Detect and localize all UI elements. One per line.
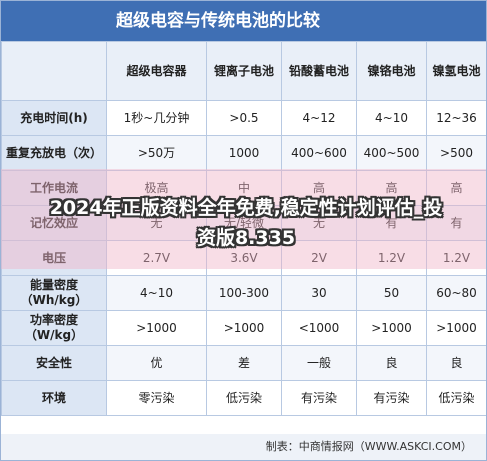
table-row: 充电时间(h) 1秒~几分钟 >0.5 4~12 4~10 12~36: [1, 100, 486, 136]
table-row: 重复充放电（次） >50万 1000 400~600 400~500 >500: [1, 135, 486, 171]
cell: 有: [356, 205, 427, 241]
cell: 50: [356, 275, 427, 311]
table-body: 充电时间(h) 1秒~几分钟 >0.5 4~12 4~10 12~36 重复充放电（次） >5…: [1, 100, 486, 416]
comparison-table: 超级电容器 锂离子电池 铅酸蓄电池 镍铬电池 镍氢电池 充电时间(h) 1秒~几分钟 >0.…: [1, 41, 486, 416]
table-row: 记忆效应无无/轻微无有有: [1, 205, 486, 241]
cell: 低污染: [426, 380, 486, 416]
cell: 高: [426, 170, 486, 206]
cell: 有污染: [356, 380, 427, 416]
row-label: 重复充放电（次）: [1, 135, 107, 171]
column-header: [1, 41, 107, 101]
cell: 中: [206, 170, 282, 206]
cell: 无/轻微: [206, 205, 282, 241]
cell: 100-300: [206, 275, 282, 311]
overlay-text: 2024年正版资料全年免费,稳定性计划评估_投资版8.335: [49, 197, 443, 249]
table-row: 能量密度（Wh/kg） 4~10 100-300 30 50 60~80: [1, 275, 486, 311]
cell: 12~36: [426, 100, 486, 136]
cell: 极高: [106, 170, 207, 206]
cell: >1000: [206, 310, 282, 346]
table-row: 环境 零污染 低污染 有污染 有污染 低污染: [1, 380, 486, 416]
row-label: 工作电流: [1, 170, 107, 206]
cell: 零污染: [106, 380, 207, 416]
row-label: 记忆效应: [1, 205, 107, 241]
cell: 1秒~几分钟: [106, 100, 207, 136]
table-row: 功率密度（W/kg） >1000 >1000 <1000 >1000 >1000: [1, 310, 486, 346]
column-header: 镍铬电池: [356, 41, 427, 101]
cell: 良: [356, 345, 427, 381]
cell: >1000: [426, 310, 486, 346]
cell: 4~10: [356, 100, 427, 136]
cell: 无: [106, 205, 207, 241]
row-label: 充电时间(h): [1, 100, 107, 136]
row-label: 功率密度（W/kg）: [1, 310, 107, 346]
overlay-band: [1, 169, 486, 269]
cell: >0.5: [206, 100, 282, 136]
column-header: 超级电容器: [106, 41, 207, 101]
cell: >1000: [356, 310, 427, 346]
cell: 400~500: [356, 135, 427, 171]
cell: 1.2V: [356, 240, 427, 276]
table-row: 工作电流 极高中高高高: [1, 170, 486, 206]
cell: 优: [106, 345, 207, 381]
cell: 有污染: [281, 380, 357, 416]
cell: 30: [281, 275, 357, 311]
header-row: 超级电容器 锂离子电池 铅酸蓄电池 镍铬电池 镍氢电池: [1, 41, 486, 101]
cell: >1000: [106, 310, 207, 346]
cell: 400~600: [281, 135, 357, 171]
cell: 高: [356, 170, 427, 206]
cell: 4~12: [281, 100, 357, 136]
footer: 制表：中商情报网（WWW.ASKCI.COM）: [1, 434, 486, 460]
column-header: 锂离子电池: [206, 41, 282, 101]
cell: 差: [206, 345, 282, 381]
row-label: 安全性: [1, 345, 107, 381]
cell: 有: [426, 205, 486, 241]
cell: 1000: [206, 135, 282, 171]
cell: 一般: [281, 345, 357, 381]
cell: 低污染: [206, 380, 282, 416]
table-row: 电压 2.7V 3.6V 2V 1.2V 1.2V: [1, 240, 486, 276]
cell: 高: [281, 170, 357, 206]
cell: >500: [426, 135, 486, 171]
column-header: 铅酸蓄电池: [281, 41, 357, 101]
cell: <1000: [281, 310, 357, 346]
cell: 良: [426, 345, 486, 381]
table-row: 安全性优差一般良良: [1, 345, 486, 381]
title: 超级电容与传统电池的比较: [1, 1, 486, 41]
cell: >50万: [106, 135, 207, 171]
cell: 4~10: [106, 275, 207, 311]
cell: 60~80: [426, 275, 486, 311]
row-label: 能量密度（Wh/kg）: [1, 275, 107, 311]
column-header: 镍氢电池: [426, 41, 486, 101]
row-label: 环境: [1, 380, 107, 416]
